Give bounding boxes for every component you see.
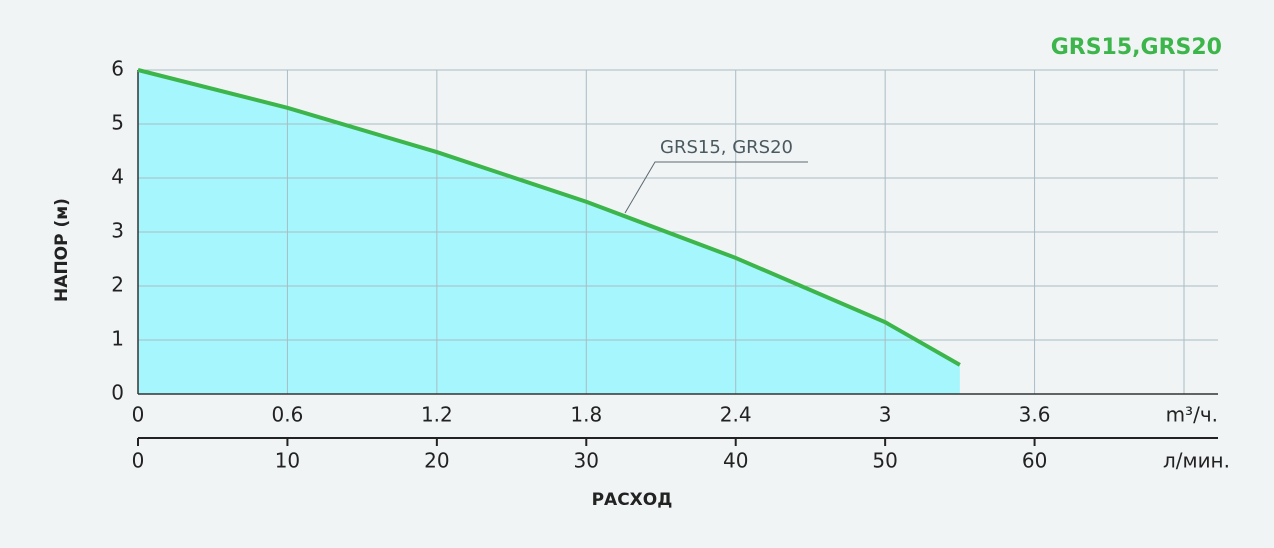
x-axis-label: РАСХОД (592, 490, 673, 510)
x2-tick-label: 1.2 (421, 403, 453, 427)
x2-tick-label: 1.8 (570, 403, 602, 427)
x2-unit: m³/ч. (1166, 403, 1218, 427)
x-unit: л/мин. (1163, 449, 1230, 473)
y-tick-label: 1 (111, 327, 124, 351)
y-tick-label: 2 (111, 273, 124, 297)
x-tick-label: 0 (132, 449, 145, 473)
x-tick-label: 20 (424, 449, 449, 473)
x-tick-label: 10 (275, 449, 300, 473)
x2-tick-label: 3 (879, 403, 892, 427)
line (137, 68, 961, 367)
y-tick-label: 6 (111, 57, 124, 81)
x-tick-label: 30 (574, 449, 599, 473)
y-tick-label: 0 (111, 381, 124, 405)
y-tick-label: 3 (111, 219, 124, 243)
x-tick-label: 40 (723, 449, 748, 473)
leader-line (624, 161, 808, 214)
x-tick-label: 50 (872, 449, 897, 473)
y-tick-label: 4 (111, 165, 124, 189)
x2-tick-label: 0.6 (272, 403, 304, 427)
x2-tick-label: 2.4 (720, 403, 752, 427)
series-annotation: GRS15, GRS20 (660, 137, 793, 158)
chart-title: GRS15,GRS20 (1051, 35, 1222, 60)
x2-tick-label: 0 (132, 403, 145, 427)
y-tick-label: 5 (111, 111, 124, 135)
x2-tick-label: 3.6 (1019, 403, 1051, 427)
y-axis-label: НАПОР (м) (52, 198, 72, 302)
x-tick-label: 60 (1022, 449, 1047, 473)
